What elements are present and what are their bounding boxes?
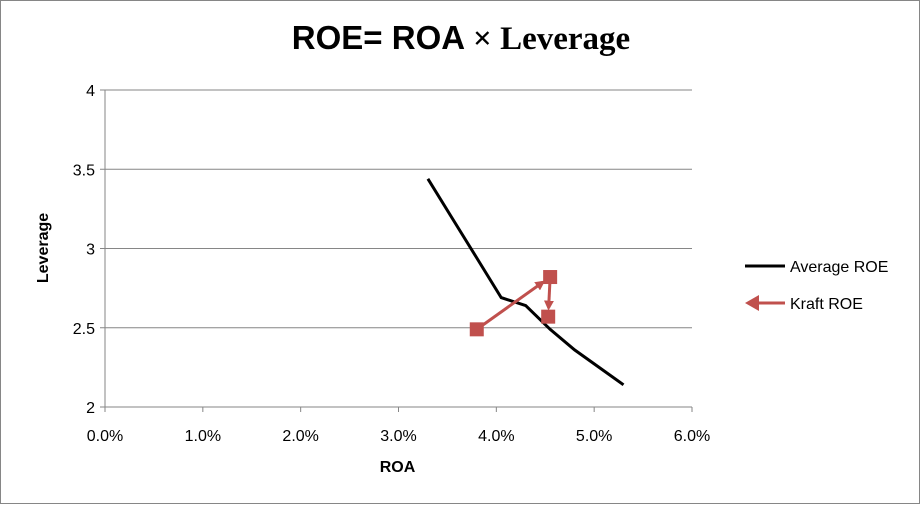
kraft-roe-point	[541, 309, 556, 324]
chart-title: ROE= ROA × Leverage	[1, 19, 920, 58]
x-tick-label: 6.0%	[674, 428, 710, 445]
x-tick-label: 0.0%	[87, 428, 123, 445]
kraft-roe-arrow-segment	[480, 280, 546, 328]
y-axis-title: Leverage	[35, 213, 52, 283]
x-tick-label: 3.0%	[380, 428, 416, 445]
average-roe-line	[426, 178, 625, 387]
legend-label: Kraft ROE	[790, 296, 863, 313]
kraft-roe-arrow-segment	[543, 282, 554, 311]
x-tick-label: 5.0%	[576, 428, 612, 445]
y-tick-label: 4	[86, 83, 95, 100]
chart-title-part2: × Leverage	[473, 21, 631, 57]
y-tick-label: 3	[86, 242, 95, 259]
kraft-roe-point	[469, 322, 484, 337]
x-axis-title: ROA	[380, 459, 416, 476]
kraft-roe-point	[543, 270, 558, 285]
legend-label: Average ROE	[790, 259, 888, 276]
x-tick-label: 1.0%	[185, 428, 221, 445]
legend-kraft-roe-arrowhead	[745, 295, 759, 311]
y-tick-label: 3.5	[73, 162, 95, 179]
chart-title-part1: ROE= ROA	[291, 19, 464, 56]
x-tick-label: 2.0%	[282, 428, 318, 445]
x-tick-label: 4.0%	[478, 428, 514, 445]
y-tick-label: 2	[86, 400, 95, 417]
y-tick-label: 2.5	[73, 321, 95, 338]
